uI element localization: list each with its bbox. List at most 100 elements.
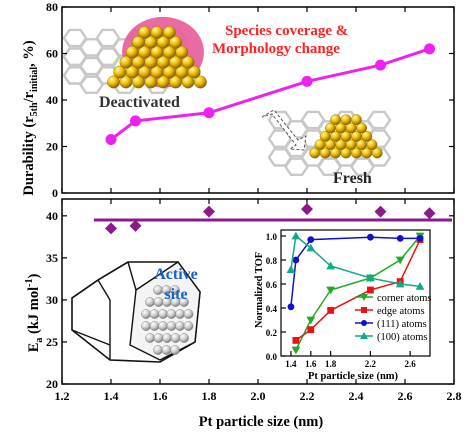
durability-point [130, 115, 141, 127]
inset-point [367, 286, 374, 294]
particle-edge [71, 279, 99, 299]
species-coverage-label: Species coverage & [225, 23, 348, 39]
legend-label: (100) atoms [377, 332, 427, 343]
deactivated-label: Deactivated [99, 94, 180, 111]
ea-ylabel-sub: a [34, 338, 45, 343]
pt-atom [187, 65, 201, 79]
inset-point [306, 316, 316, 325]
morphology-change-label: Morphology change [212, 41, 340, 57]
y-tick-label: 20 [46, 140, 58, 154]
particle-edge [97, 279, 111, 301]
durability-panel: Species coverage & Morphology change Dea… [21, 0, 455, 200]
pt-atom [169, 35, 183, 49]
y-tick-label: 25 [46, 335, 58, 349]
ea-point [423, 207, 436, 220]
pt-atom [150, 26, 164, 39]
x-tick-label: 1.2 [55, 389, 70, 403]
durability-axes: 0 20 40 60 80 [46, 0, 455, 200]
pt-atom [366, 139, 378, 151]
particle-edge [71, 329, 111, 346]
inset-frame [280, 229, 431, 357]
durability-ylabel-sub1: 5th [29, 102, 40, 116]
pt-nanoparticle-deactivated [107, 16, 207, 89]
y-tick-label: 0 [52, 186, 58, 200]
facet-atom [179, 297, 189, 307]
inset-point [395, 256, 405, 265]
x-tick-label: 2.2 [300, 389, 315, 403]
ea-point [129, 219, 142, 232]
particle-edge [97, 261, 129, 281]
facet-atom [153, 297, 164, 307]
facet-atom [170, 333, 181, 343]
inset-point [286, 265, 296, 273]
pt-nanoparticle-fresh [309, 114, 383, 159]
durability-point [203, 107, 215, 119]
ea-y-axis-title: Ea (kJ mol-1) [24, 274, 45, 353]
durability-ylabel-end: , %) [21, 40, 37, 67]
facet-atom [145, 297, 155, 307]
facet-atom [145, 333, 155, 343]
y-tick-label: 0.0 [266, 352, 278, 362]
legend-marker [361, 307, 367, 313]
x-tick-label: 2.6 [398, 389, 413, 403]
pt-atom [340, 114, 352, 126]
inset-point [306, 243, 316, 252]
pt-atom [162, 26, 176, 39]
x-tick-label: 1.8 [202, 389, 217, 403]
inset-series [286, 231, 425, 355]
inset-point [415, 282, 425, 290]
facet-atom [158, 309, 168, 319]
x-tick-label: 1.8 [325, 359, 337, 369]
x-tick-label: 2.0 [251, 389, 266, 403]
ea-ylabel-close: ) [26, 274, 42, 279]
pt-atom [350, 114, 362, 126]
x-axis-title: Pt particle size (nm) [199, 414, 324, 430]
facet-atom [183, 309, 194, 319]
pt-atom [181, 55, 195, 69]
inset-point [327, 307, 335, 314]
y-tick-label: 1.0 [266, 232, 278, 242]
ea-point [105, 222, 117, 235]
inset-point [326, 261, 336, 270]
durability-series [105, 43, 435, 146]
durability-point [301, 75, 313, 87]
inset-point [292, 256, 300, 264]
y-tick-label: 80 [46, 0, 58, 14]
durability-ylabel-sub2: initial [29, 67, 40, 92]
durability-y-axis-title: Durability (r5th/rinitial, %) [21, 40, 40, 195]
facet-atom [170, 285, 180, 295]
durability-ylabel-main: Durability (r [21, 116, 37, 196]
inset-point [366, 273, 375, 282]
facet-atom [153, 285, 163, 295]
legend-marker [360, 332, 368, 339]
durability-point [424, 43, 435, 55]
inset-point [396, 235, 404, 242]
lattice-ring [366, 110, 392, 130]
inset-point [395, 279, 405, 288]
durability-point [105, 134, 117, 146]
pt-atom [138, 26, 152, 39]
arrow-deactivation [261, 109, 307, 151]
ea-point [301, 203, 313, 216]
legend-label: edge atoms [377, 306, 425, 317]
facet-atom [141, 321, 151, 331]
fresh-label: Fresh [333, 170, 372, 187]
inset-point [367, 233, 374, 241]
y-tick-label: 35 [46, 251, 58, 265]
ea-axes: 1.2 1.4 1.6 1.8 2.0 2.2 2.4 2.6 2.8 20 25 30 35 40 [46, 198, 462, 403]
pt-atom [193, 75, 207, 89]
pt-atom [330, 114, 341, 126]
tof-inset: 1.4 1.6 1.8 2.2 2.6 0.0 0.2 0.4 0.6 0.8 1.0 corner… [254, 226, 445, 382]
x-tick-label: 2.8 [447, 389, 462, 403]
y-tick-label: 40 [46, 209, 58, 223]
x-tick-label: 1.6 [305, 359, 317, 369]
facet-atom [141, 309, 151, 319]
x-tick-label: 2.6 [405, 359, 417, 369]
facet-atoms [141, 285, 194, 355]
inset-x-axis-title: Pt particle size (nm) [308, 371, 399, 382]
pt-atom [361, 130, 373, 142]
activation-energy-panel: 1.2 1.4 1.6 1.8 2.0 2.2 2.4 2.6 2.8 20 25 30 35 40 Ac… [24, 198, 462, 430]
facet-atom [166, 321, 177, 331]
active-site-label-line2: site [164, 286, 187, 303]
